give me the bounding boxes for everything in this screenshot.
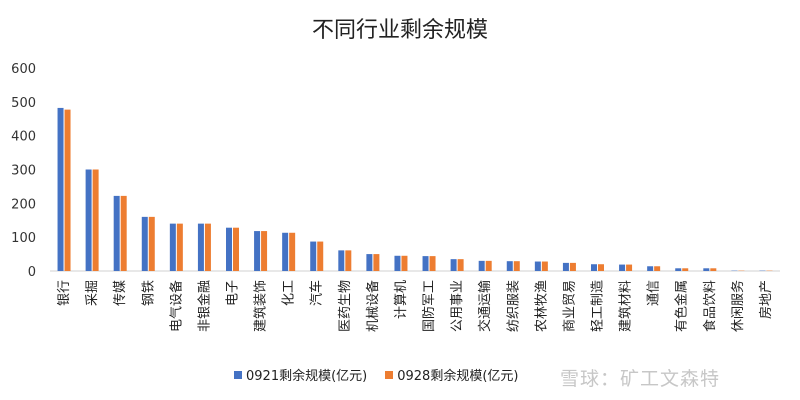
bar-0921 bbox=[675, 268, 682, 271]
bar-0928 bbox=[513, 261, 520, 271]
bar-0921 bbox=[282, 232, 289, 271]
legend: 0921剩余规模(亿元) 0928剩余规模(亿元) bbox=[234, 365, 536, 384]
bar-0928 bbox=[598, 264, 604, 271]
y-tick-label: 300 bbox=[11, 164, 36, 179]
y-tick-label: 200 bbox=[11, 197, 36, 212]
bar-0928 bbox=[120, 195, 127, 271]
x-category-label: 建筑材料 bbox=[618, 280, 634, 332]
x-category-label: 电气设备 bbox=[168, 280, 184, 332]
x-category-label: 化工 bbox=[282, 280, 297, 306]
bar-0921 bbox=[478, 260, 485, 271]
x-category-label: 休闲服务 bbox=[730, 280, 746, 332]
x-category-label: 商业贸易 bbox=[562, 280, 577, 332]
bar-0921 bbox=[254, 231, 261, 271]
x-category-label: 建筑装饰 bbox=[253, 280, 269, 332]
watermark-text: 雪球：矿工文森特 bbox=[560, 368, 721, 390]
bar-0928 bbox=[682, 268, 689, 271]
bar-0928 bbox=[429, 256, 436, 271]
legend-label-0928: 0928剩余规模(亿元) bbox=[397, 369, 519, 384]
bar-0928 bbox=[626, 264, 633, 271]
bar-0921 bbox=[534, 261, 541, 271]
x-category-label: 食品饮料 bbox=[702, 280, 718, 332]
x-category-label: 非银金融 bbox=[196, 280, 212, 332]
bar-0921 bbox=[57, 107, 64, 271]
bar-0928 bbox=[317, 241, 324, 271]
bar-0928 bbox=[345, 250, 352, 271]
y-tick-label: 0 bbox=[28, 265, 36, 280]
bar-0921 bbox=[394, 255, 401, 271]
bar-0921 bbox=[591, 264, 597, 271]
bar-0921 bbox=[310, 241, 317, 271]
x-category-label: 通信 bbox=[647, 280, 662, 306]
bar-0928 bbox=[176, 223, 183, 271]
y-tick-label: 500 bbox=[11, 96, 36, 111]
bar-0921 bbox=[703, 268, 710, 271]
bar-0928 bbox=[148, 216, 155, 271]
x-category-label: 电子 bbox=[226, 280, 241, 306]
bar-0921 bbox=[226, 227, 232, 271]
bar-0921 bbox=[647, 266, 654, 271]
x-category-label: 银行 bbox=[57, 280, 72, 306]
bar-0928 bbox=[289, 232, 296, 271]
legend-swatch-0928 bbox=[385, 370, 394, 379]
bar-0928 bbox=[261, 231, 268, 271]
x-category-label: 计算机 bbox=[394, 280, 409, 319]
bar-0928 bbox=[204, 223, 211, 271]
x-category-label: 轻工制造 bbox=[591, 280, 606, 332]
y-axis: 0 100 200 300 400 500 600 bbox=[11, 62, 36, 280]
bar-0921 bbox=[85, 169, 92, 271]
bar-0928 bbox=[710, 268, 717, 271]
bar-0921 bbox=[506, 261, 513, 271]
y-tick-label: 600 bbox=[11, 62, 36, 77]
x-category-label: 公用事业 bbox=[450, 280, 465, 332]
x-category-label: 机械设备 bbox=[365, 280, 381, 332]
x-category-label: 国防军工 bbox=[421, 280, 437, 332]
chart-title: 不同行业剩余规模 bbox=[311, 18, 488, 43]
legend-item-0928: 0928剩余规模(亿元) bbox=[385, 365, 518, 384]
bar-0928 bbox=[457, 259, 464, 271]
x-category-label: 钢铁 bbox=[141, 280, 156, 306]
bar-0928 bbox=[541, 261, 548, 271]
bar-0928 bbox=[92, 169, 99, 271]
legend-swatch-0921 bbox=[234, 370, 242, 379]
x-category-label: 传媒 bbox=[113, 280, 128, 306]
x-category-label: 采掘 bbox=[85, 280, 100, 306]
bar-0928 bbox=[373, 254, 380, 271]
legend-item-0921: 0921剩余规模(亿元) bbox=[234, 365, 367, 384]
x-category-label: 医药生物 bbox=[338, 280, 353, 332]
bar-0921 bbox=[113, 195, 120, 271]
x-category-label: 汽车 bbox=[309, 280, 325, 306]
bar-0928 bbox=[654, 266, 661, 271]
bar-0921 bbox=[450, 259, 457, 271]
bar-0921 bbox=[562, 262, 569, 271]
y-tick-label: 100 bbox=[11, 231, 36, 246]
bar-0928 bbox=[64, 109, 71, 272]
x-category-label: 纺织服装 bbox=[506, 280, 521, 332]
x-category-label: 有色金属 bbox=[674, 280, 690, 332]
bars bbox=[57, 107, 773, 272]
x-axis: 银行 采掘 传媒 钢铁 电气设备 非银金融 电子 建筑装饰 化工 汽车 医药生物 机械设备 计算机 国防军… bbox=[50, 270, 780, 332]
bar-0928 bbox=[569, 262, 576, 271]
x-category-label: 交通运输 bbox=[477, 280, 493, 332]
bar-0921 bbox=[338, 250, 345, 271]
bar-0921 bbox=[197, 223, 204, 271]
y-tick-label: 400 bbox=[11, 130, 36, 145]
bar-0928 bbox=[233, 227, 239, 271]
legend-label-0921: 0921剩余规模(亿元) bbox=[246, 369, 368, 384]
bar-0921 bbox=[366, 254, 373, 271]
x-category-label: 农林牧渔 bbox=[534, 280, 549, 332]
bar-0928 bbox=[401, 255, 408, 271]
bar-0921 bbox=[619, 264, 626, 271]
x-category-label: 房地产 bbox=[758, 280, 774, 319]
bar-0928 bbox=[485, 260, 492, 271]
bar-0921 bbox=[141, 216, 148, 271]
bar-0921 bbox=[169, 223, 176, 271]
bar-0921 bbox=[422, 256, 429, 271]
